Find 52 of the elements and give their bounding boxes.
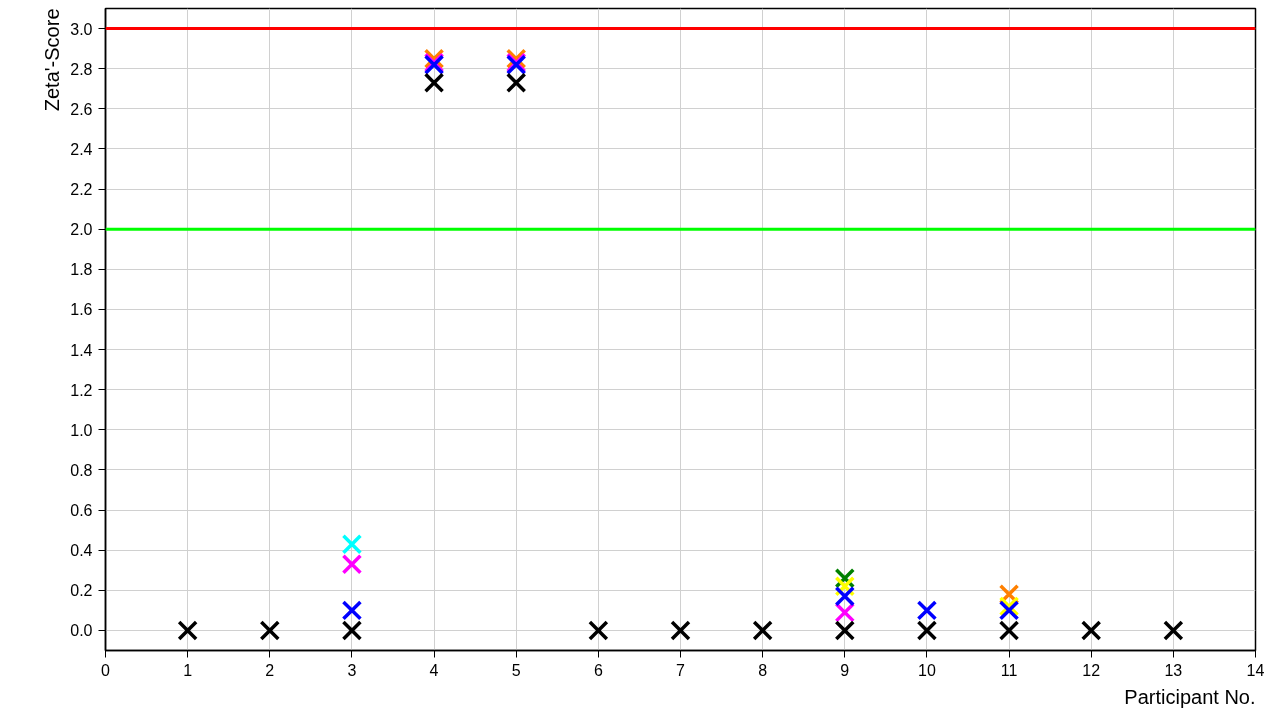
point bbox=[259, 620, 281, 641]
x-tick-label: 0 bbox=[101, 661, 111, 679]
point bbox=[588, 620, 609, 641]
point bbox=[1080, 620, 1102, 641]
point bbox=[341, 620, 363, 641]
y-tick-label: 2.0 bbox=[70, 221, 93, 239]
y-tick-label: 2.6 bbox=[70, 100, 93, 118]
y-tick-label: 0.4 bbox=[70, 542, 93, 560]
y-tick-label: 0.8 bbox=[70, 461, 93, 479]
x-tick-label: 1 bbox=[183, 661, 193, 679]
x-tick-label: 11 bbox=[1000, 661, 1018, 679]
y-tick-label: 1.0 bbox=[70, 421, 93, 439]
y-tick-label: 2.2 bbox=[70, 181, 93, 199]
point bbox=[752, 620, 773, 641]
point bbox=[916, 620, 938, 641]
point bbox=[998, 620, 1020, 641]
y-tick-label: 2.4 bbox=[70, 140, 93, 158]
x-tick-label: 5 bbox=[511, 661, 521, 679]
x-tick-label: 7 bbox=[676, 661, 686, 679]
y-tick-label: 3.0 bbox=[70, 20, 93, 38]
point bbox=[834, 568, 856, 589]
point bbox=[834, 620, 856, 641]
y-tick-label: 0.6 bbox=[70, 502, 93, 520]
point bbox=[505, 72, 527, 93]
x-tick-label: 13 bbox=[1164, 661, 1183, 679]
y-tick-label: 1.8 bbox=[70, 261, 93, 279]
x-tick-label: 9 bbox=[840, 661, 850, 679]
x-tick-label: 14 bbox=[1246, 661, 1265, 679]
y-tick-label: 0.2 bbox=[70, 582, 93, 600]
y-axis-title: Zeta'-Score bbox=[40, 8, 63, 112]
y-tick-label: 0.0 bbox=[70, 622, 93, 640]
point bbox=[670, 620, 691, 641]
x-axis-title: Participant No. bbox=[1124, 685, 1256, 708]
point bbox=[341, 554, 363, 575]
point bbox=[834, 586, 856, 607]
point bbox=[916, 600, 938, 621]
point bbox=[341, 533, 363, 555]
x-tick-label: 3 bbox=[347, 661, 357, 679]
point bbox=[177, 620, 198, 641]
x-tick-label: 12 bbox=[1082, 661, 1101, 679]
x-tick-label: 2 bbox=[265, 661, 275, 679]
point bbox=[341, 600, 363, 621]
point bbox=[1163, 620, 1184, 641]
point bbox=[423, 72, 445, 93]
y-tick-label: 2.8 bbox=[70, 60, 93, 78]
x-tick-label: 6 bbox=[593, 661, 603, 679]
x-tick-label: 8 bbox=[758, 661, 768, 679]
x-tick-label: 10 bbox=[918, 661, 936, 679]
y-tick-label: 1.4 bbox=[70, 341, 93, 359]
y-tick-label: 1.6 bbox=[70, 301, 93, 319]
x-tick-label: 4 bbox=[429, 661, 439, 679]
y-tick-label: 1.2 bbox=[70, 381, 93, 399]
